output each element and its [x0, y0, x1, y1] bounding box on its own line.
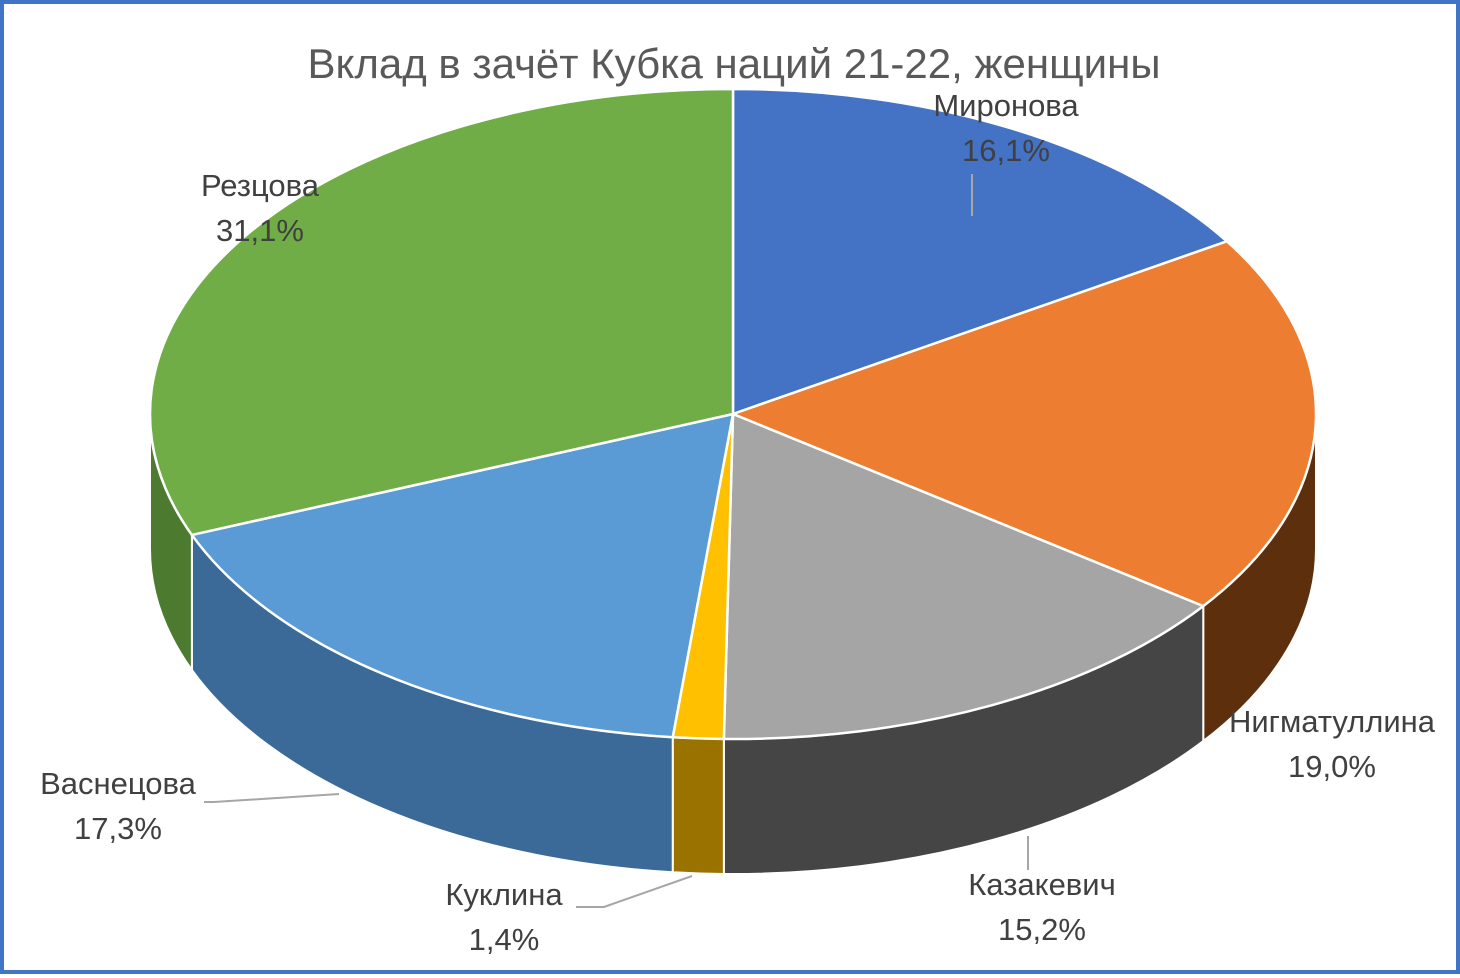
slice-5-value-label: 17,3%	[74, 811, 162, 846]
slice-1-top	[731, 87, 1229, 416]
pie-leader-lines	[204, 174, 1029, 908]
pie-tops	[148, 87, 1318, 741]
slice-3-value-label: 15,2%	[998, 912, 1086, 947]
slice-4-leader-line	[576, 875, 693, 908]
slice-6-value-label: 31,1%	[216, 213, 304, 248]
slice-2-top	[731, 240, 1318, 608]
slice-4-label: Куклина	[445, 877, 563, 912]
slice-3-label: Казакевич	[968, 867, 1116, 902]
slice-1-label: Миронова	[933, 88, 1079, 123]
chart-title: Вклад в зачёт Кубка наций 21-22, женщины	[307, 40, 1160, 87]
slice-6-top	[148, 87, 735, 537]
slice-5-label: Васнецова	[40, 766, 197, 801]
slice-3-top	[722, 412, 1205, 741]
slice-5-top	[190, 412, 735, 739]
pie-labels: Миронова 16,1% Нигматуллина 19,0% Казакевич 1…	[40, 88, 1436, 957]
slice-1-value-label: 16,1%	[962, 133, 1050, 168]
slice-4-side	[671, 736, 725, 875]
slice-6-label: Резцова	[201, 168, 320, 203]
slice-2-label: Нигматуллина	[1229, 704, 1436, 739]
pie-chart: Вклад в зачёт Кубка наций 21-22, женщины…	[40, 40, 1436, 957]
slice-2-value-label: 19,0%	[1288, 749, 1376, 784]
slice-4-value-label: 1,4%	[469, 922, 540, 957]
slice-5-leader-line	[204, 793, 340, 803]
